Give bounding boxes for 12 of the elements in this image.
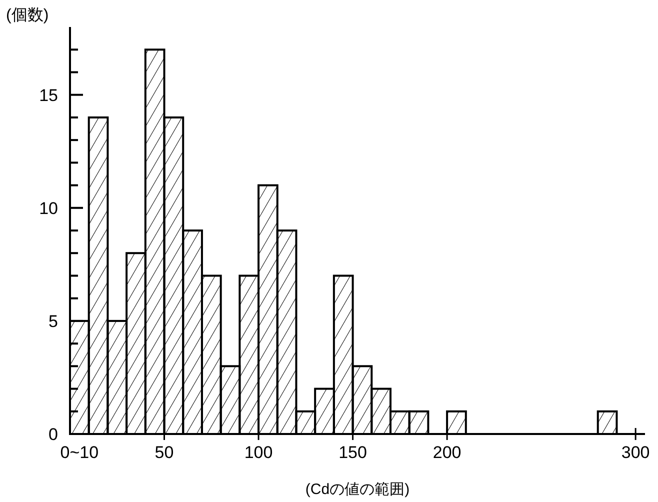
xtick: 150 <box>338 443 367 462</box>
xtick: 50 <box>154 443 174 462</box>
xtick: 100 <box>244 443 273 462</box>
ytick: 5 <box>48 312 58 331</box>
xlabel: (Cdの値の範囲) <box>305 481 410 498</box>
ylabel: (個数) <box>6 7 49 24</box>
xtick: 200 <box>432 443 462 462</box>
ytick: 0 <box>48 425 58 444</box>
ytick: 10 <box>39 198 58 218</box>
ytick: 15 <box>39 86 58 105</box>
xtick: 300 <box>621 443 650 462</box>
xtick: 0~10 <box>60 443 99 462</box>
